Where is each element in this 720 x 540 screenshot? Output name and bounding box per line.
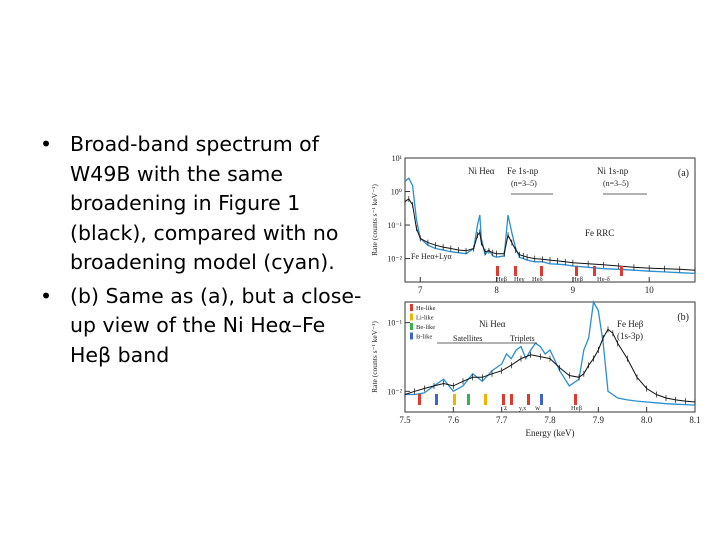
x-tick-label: 10 bbox=[645, 285, 655, 295]
line-marker bbox=[484, 394, 487, 405]
annotation-n-range: (n=3–5) bbox=[511, 179, 537, 188]
annotation-n-range: (n=3–5) bbox=[603, 179, 629, 188]
annotation-z: z bbox=[504, 404, 507, 412]
annotation-hedelta: He-δ bbox=[597, 276, 610, 283]
bullet-text: Broad-band spectrum of W49B with the sam… bbox=[70, 132, 339, 274]
x-tick-label: 7 bbox=[418, 285, 423, 295]
bullet-text: (b) Same as (a), but a close-up view of … bbox=[70, 283, 362, 367]
series-line-black bbox=[404, 198, 696, 271]
line-marker bbox=[467, 394, 470, 405]
line-marker bbox=[496, 266, 499, 276]
x-axis-label: Energy (keV) bbox=[525, 428, 574, 438]
line-marker bbox=[593, 266, 596, 276]
y-axis-label: Rate (counts s⁻¹ keV⁻¹) bbox=[370, 321, 379, 393]
line-marker bbox=[574, 394, 577, 405]
x-tick-label: 8 bbox=[494, 285, 499, 295]
y-tick-label: 10⁻¹ bbox=[387, 319, 402, 328]
x-tick-label: 9 bbox=[571, 285, 576, 295]
line-marker bbox=[502, 394, 505, 405]
annotation-hebeta: Heβ bbox=[571, 405, 583, 412]
legend-swatch bbox=[410, 313, 413, 321]
annotation-ni-hea: Ni Heα bbox=[468, 166, 495, 176]
bullet-list: • Broad-band spectrum of W49B with the s… bbox=[40, 130, 362, 374]
line-marker bbox=[540, 394, 543, 405]
annotation-hebeta: Heβ bbox=[572, 276, 584, 283]
annotation-triplets: Triplets bbox=[510, 334, 535, 343]
line-marker bbox=[575, 266, 578, 276]
legend-label: Li-like bbox=[416, 315, 434, 322]
line-marker bbox=[540, 266, 543, 276]
y-tick-label: 10⁻² bbox=[387, 387, 402, 396]
line-marker bbox=[453, 394, 456, 405]
x-tick-label: 8.0 bbox=[641, 415, 653, 425]
line-marker bbox=[527, 394, 530, 405]
legend-swatch bbox=[410, 332, 413, 340]
series-line-black bbox=[404, 328, 696, 403]
annotation-hebeta: Heβ bbox=[496, 276, 508, 283]
annotation-fe-hebeta: Fe Heβ bbox=[617, 319, 644, 329]
annotation-ni-1s-np: Ni 1s-np bbox=[597, 166, 629, 176]
annotation-fe-rrc: Fe RRC bbox=[585, 228, 614, 238]
line-marker bbox=[510, 394, 513, 405]
legend-label: B-like bbox=[416, 334, 432, 341]
panel-a: 10¹ 10⁰ 10⁻¹ 10⁻² 7 8 9 10 Rate (counts s⁻¹ keV⁻… bbox=[370, 154, 696, 295]
line-marker bbox=[514, 266, 517, 276]
x-tick-label: 7.7 bbox=[496, 415, 508, 425]
plot-frame bbox=[404, 157, 696, 283]
annotation-hegamma: Heγ bbox=[514, 276, 525, 283]
legend-label: He-like bbox=[416, 305, 436, 312]
annotation-w: w bbox=[535, 404, 541, 412]
legend-label: Be-like bbox=[416, 324, 435, 331]
annotation-hedelta: Heδ bbox=[532, 276, 543, 283]
annotation-1s-3p: (1s-3p) bbox=[617, 331, 643, 341]
line-marker bbox=[435, 394, 438, 405]
y-tick-label: 10⁻² bbox=[387, 255, 402, 264]
panel-b: 10⁻¹ 10⁻² 7.5 7.6 7.7 7.8 7.9 8.0 8.1 Rate (count… bbox=[370, 299, 701, 438]
y-tick-label: 10⁻¹ bbox=[387, 221, 402, 230]
line-marker bbox=[620, 266, 623, 276]
y-tick-label: 10¹ bbox=[392, 154, 403, 163]
annotation-yx: y,x bbox=[519, 406, 526, 412]
spectrum-figure: 10¹ 10⁰ 10⁻¹ 10⁻² 7 8 9 10 Rate (counts s⁻¹ keV⁻… bbox=[370, 154, 701, 438]
annotation-fe-hea-lya: Fe Heα+Lyα bbox=[411, 252, 452, 261]
annotation-satellites: Satellites bbox=[453, 334, 482, 343]
panel-label: (a) bbox=[678, 168, 689, 179]
bullet-item: • Broad-band spectrum of W49B with the s… bbox=[40, 130, 362, 278]
legend-swatch bbox=[410, 304, 413, 311]
y-axis-label: Rate (counts s⁻¹ keV⁻¹) bbox=[370, 184, 379, 256]
x-tick-label: 7.8 bbox=[544, 415, 556, 425]
x-tick-label: 7.9 bbox=[593, 415, 605, 425]
y-tick-label: 10⁰ bbox=[391, 188, 402, 197]
annotation-fe-1s-np: Fe 1s-np bbox=[507, 166, 539, 176]
bullet-marker: • bbox=[40, 132, 53, 156]
x-tick-label: 7.5 bbox=[399, 415, 411, 425]
line-marker bbox=[418, 394, 421, 405]
x-tick-label: 8.1 bbox=[689, 415, 700, 425]
bullet-item: • (b) Same as (a), but a close-up view o… bbox=[40, 282, 362, 371]
annotation-ni-hea: Ni Heα bbox=[479, 319, 506, 329]
legend-swatch bbox=[410, 323, 413, 330]
bullet-marker: • bbox=[40, 283, 53, 308]
x-tick-label: 7.6 bbox=[448, 415, 460, 425]
series-line-cyan bbox=[405, 299, 696, 406]
panel-label: (b) bbox=[677, 312, 689, 323]
